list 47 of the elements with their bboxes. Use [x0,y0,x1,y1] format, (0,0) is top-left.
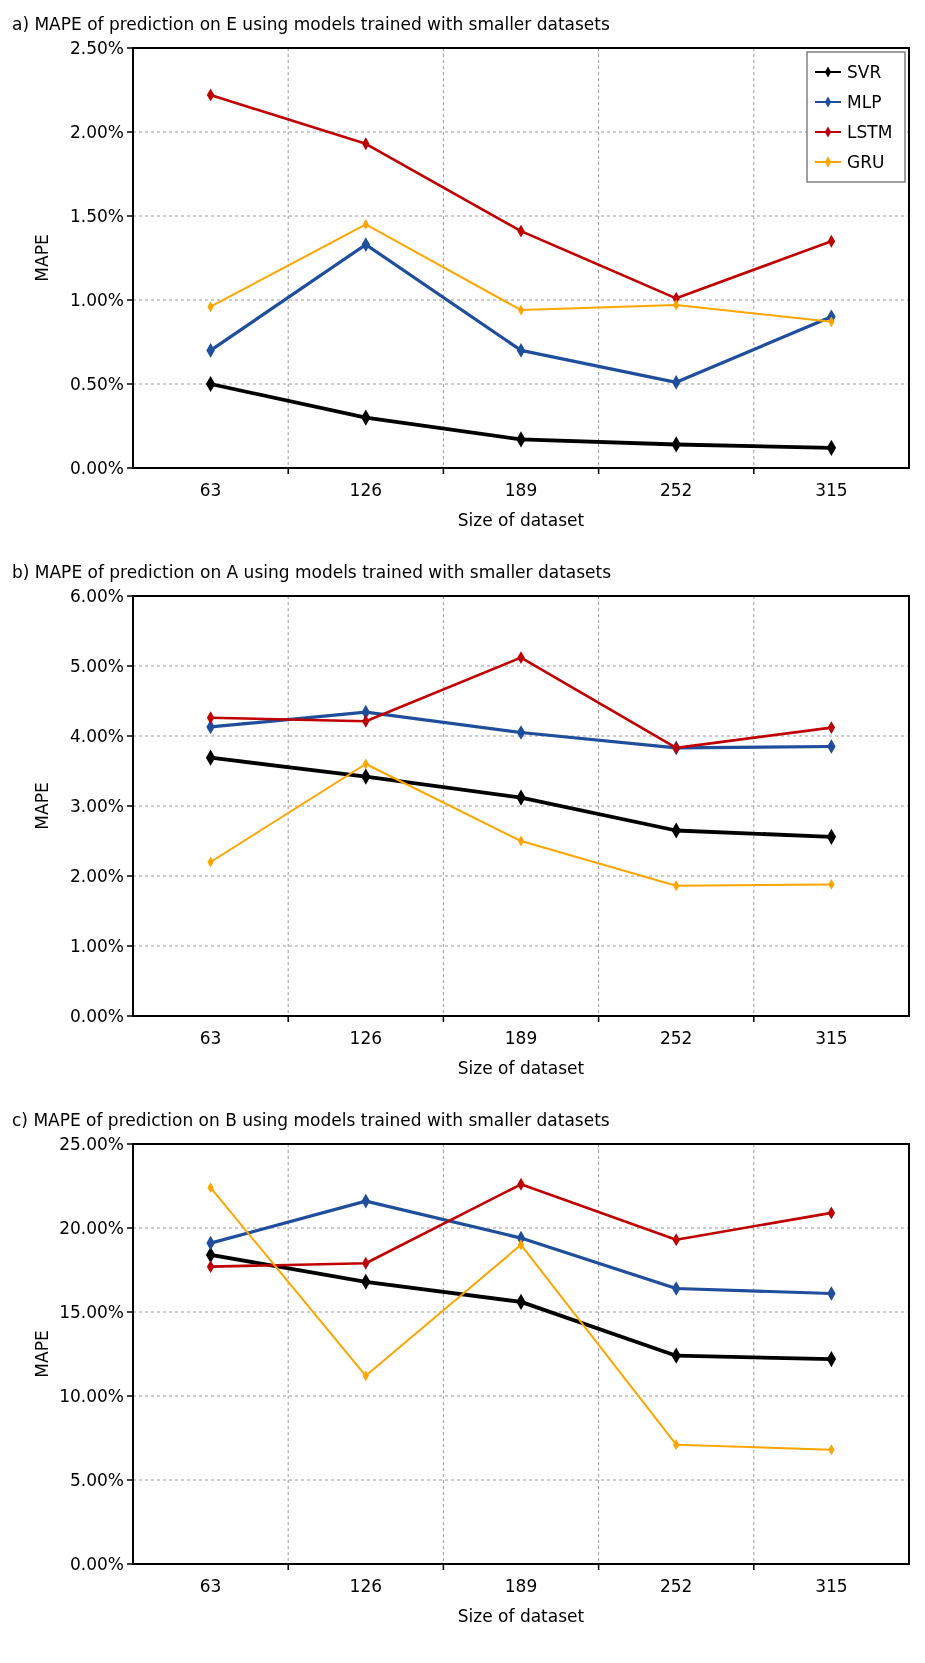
x-tick-label: 252 [659,1576,693,1596]
y-tick-label: 2.00% [69,865,124,886]
x-tick-label: 126 [349,1028,383,1048]
y-tick-label: 20.00% [59,1217,124,1238]
y-axis-title: MAPE [32,234,52,282]
x-tick-label: 189 [504,1576,538,1596]
x-tick-label: 189 [504,1028,538,1048]
y-axis-title: MAPE [32,782,52,830]
x-tick-label: 63 [199,480,222,500]
x-tick-label: 252 [659,1028,693,1048]
y-tick-label: 2.00% [69,121,124,142]
chart-title: c) MAPE of prediction on B using models trained with smaller datasets [12,1110,610,1130]
x-tick-label: 189 [504,480,538,500]
x-axis-title: Size of dataset [457,510,585,530]
y-tick-label: 1.00% [69,935,124,956]
x-axis-title: Size of dataset [457,1606,585,1626]
chart-title: b) MAPE of prediction on A using models trained with smaller datasets [12,562,612,582]
y-tick-label: 0.00% [69,457,124,478]
x-tick-label: 63 [199,1028,222,1048]
legend-label: GRU [847,152,885,172]
y-tick-label: 5.00% [69,655,124,676]
y-tick-label: 0.00% [69,1005,124,1026]
y-tick-label: 6.00% [69,585,124,606]
x-tick-label: 315 [815,1576,848,1596]
y-tick-label: 10.00% [59,1385,124,1406]
y-tick-label: 5.00% [69,1469,124,1490]
y-tick-label: 4.00% [69,725,124,746]
x-tick-label: 315 [815,1028,848,1048]
y-tick-label: 25.00% [59,1133,124,1154]
y-tick-label: 0.50% [69,373,124,394]
legend-label: SVR [847,62,882,82]
x-tick-label: 252 [659,480,693,500]
y-tick-label: 3.00% [69,795,124,816]
legend-label: MLP [847,92,882,112]
x-axis-title: Size of dataset [457,1058,585,1078]
y-tick-label: 2.50% [69,37,124,58]
y-tick-label: 0.00% [69,1553,124,1574]
x-tick-label: 126 [349,1576,383,1596]
y-axis-title: MAPE [32,1330,52,1378]
chart-title: a) MAPE of prediction on E using models trained with smaller datasets [12,14,610,34]
x-tick-label: 126 [349,480,383,500]
y-tick-label: 1.00% [69,289,124,310]
y-tick-label: 15.00% [59,1301,124,1322]
legend-label: LSTM [847,122,893,142]
x-tick-label: 315 [815,480,848,500]
x-tick-label: 63 [199,1576,222,1596]
y-tick-label: 1.50% [69,205,124,226]
